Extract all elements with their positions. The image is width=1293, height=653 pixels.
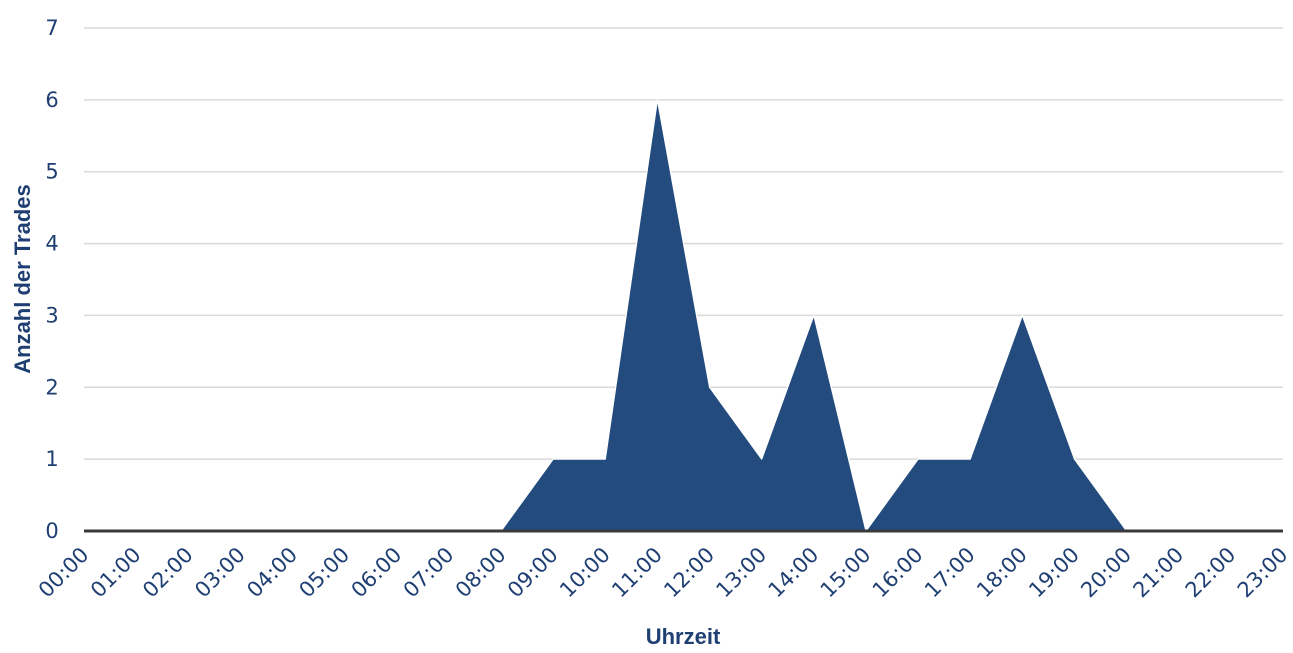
x-tick-label: 12:00 bbox=[659, 543, 719, 603]
x-tick-label: 09:00 bbox=[503, 543, 563, 603]
x-tick-label: 17:00 bbox=[920, 543, 980, 603]
y-tick-label: 2 bbox=[45, 375, 58, 399]
x-tick-label: 01:00 bbox=[86, 543, 146, 603]
y-axis-ticks: 0 1 2 3 4 5 6 7 bbox=[45, 16, 58, 543]
y-tick-label: 5 bbox=[45, 160, 58, 184]
x-tick-label: 10:00 bbox=[555, 543, 615, 603]
x-tick-label: 13:00 bbox=[711, 543, 771, 603]
x-tick-label: 23:00 bbox=[1233, 543, 1293, 603]
x-tick-label: 14:00 bbox=[764, 543, 824, 603]
y-tick-label: 1 bbox=[45, 447, 58, 471]
x-tick-label: 15:00 bbox=[816, 543, 876, 603]
x-axis-ticks: 00:0001:0002:0003:0004:0005:0006:0007:00… bbox=[34, 543, 1293, 603]
x-tick-label: 02:00 bbox=[138, 543, 198, 603]
x-tick-label: 05:00 bbox=[294, 543, 354, 603]
x-tick-label: 03:00 bbox=[190, 543, 250, 603]
x-tick-label: 19:00 bbox=[1024, 543, 1084, 603]
y-axis-title: Anzahl der Trades bbox=[10, 184, 35, 374]
y-tick-label: 6 bbox=[45, 88, 58, 112]
x-tick-label: 08:00 bbox=[451, 543, 511, 603]
x-tick-label: 04:00 bbox=[242, 543, 302, 603]
y-tick-label: 0 bbox=[45, 519, 58, 543]
x-tick-label: 20:00 bbox=[1076, 543, 1136, 603]
x-tick-label: 21:00 bbox=[1129, 543, 1189, 603]
y-tick-label: 3 bbox=[45, 303, 58, 327]
x-tick-label: 07:00 bbox=[399, 543, 459, 603]
y-tick-label: 4 bbox=[45, 232, 58, 256]
x-tick-label: 00:00 bbox=[34, 543, 94, 603]
x-tick-label: 11:00 bbox=[607, 543, 667, 603]
x-tick-label: 06:00 bbox=[347, 543, 407, 603]
x-tick-label: 18:00 bbox=[972, 543, 1032, 603]
x-tick-label: 22:00 bbox=[1181, 543, 1241, 603]
x-tick-label: 16:00 bbox=[868, 543, 928, 603]
y-tick-label: 7 bbox=[45, 16, 58, 40]
x-axis-title: Uhrzeit bbox=[646, 624, 721, 649]
